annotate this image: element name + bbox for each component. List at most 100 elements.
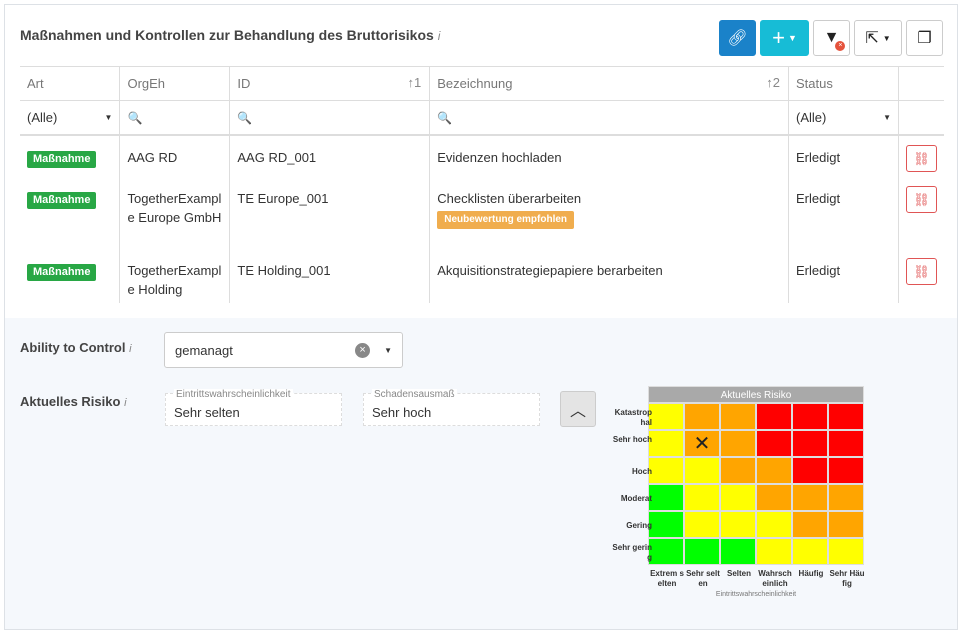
matrix-row-label: Gering	[626, 521, 652, 530]
matrix-cell	[648, 403, 684, 430]
matrix-col-label: Häufig	[798, 569, 824, 578]
id-cell: AAG RD_001	[229, 134, 431, 177]
ability-label: Ability to Control i	[20, 340, 132, 355]
type-badge: Maßnahme	[27, 191, 97, 209]
chevron-up-icon: ︿	[569, 403, 586, 420]
sort-asc-icon: ↑1	[407, 75, 422, 90]
matrix-cell	[720, 430, 756, 457]
matrix-cell	[792, 403, 828, 430]
col-header-actions	[898, 66, 944, 101]
info-icon[interactable]: i	[129, 343, 132, 355]
filter-id[interactable]: 🔍	[229, 100, 431, 136]
info-icon[interactable]: i	[124, 397, 127, 409]
search-icon: 🔍	[127, 110, 143, 125]
filter-orgeh[interactable]: 🔍	[119, 100, 231, 136]
probability-field: Eintrittswahrscheinlichkeit Sehr selten	[165, 389, 342, 426]
matrix-cell	[648, 430, 684, 457]
orgeh-cell: TogetherExample Holding	[119, 248, 231, 303]
orgeh-cell: AAG RD	[119, 134, 231, 177]
risk-label: Aktuelles Risiko i	[20, 394, 127, 409]
matrix-cell	[648, 484, 684, 511]
filter-clear-icon: ▼ ×	[824, 29, 846, 51]
matrix-cell	[828, 430, 864, 457]
ability-select[interactable]: gemanagt × ▼	[164, 332, 403, 368]
matrix-row-label: Moderat	[620, 494, 652, 503]
matrix-row-label: Katastrophal	[614, 408, 652, 427]
filter-bezeichnung[interactable]: 🔍	[429, 100, 790, 136]
caret-down-icon: ▼	[787, 33, 797, 43]
matrix-cell	[792, 457, 828, 484]
unlink-icon: ⛓︎	[913, 150, 930, 166]
measures-panel: Maßnahmen und Kontrollen zur Behandlung …	[4, 4, 958, 630]
filter-art[interactable]: (Alle) ▼	[20, 100, 121, 136]
caret-down-icon: ▼	[104, 112, 113, 122]
caret-down-icon: ▼	[883, 112, 891, 122]
col-header-bezeichnung[interactable]: Bezeichnung ↑2	[429, 66, 790, 101]
table-row[interactable]: Maßnahme AAG RD AAG RD_001 Evidenzen hoc…	[20, 134, 944, 177]
type-badge: Maßnahme	[27, 263, 97, 281]
matrix-cell	[756, 484, 792, 511]
matrix-cell	[648, 538, 684, 565]
sort-asc-icon: ↑2	[766, 75, 781, 90]
unlink-icon: ⛓︎	[913, 263, 930, 279]
col-header-id[interactable]: ID ↑1	[229, 66, 431, 101]
caret-down-icon: ▼	[384, 345, 392, 355]
matrix-cell	[684, 457, 720, 484]
bezeichnung-cell: Checklisten überarbeiten	[437, 190, 582, 206]
link-icon: 🔗︎	[727, 30, 748, 47]
add-button[interactable]: + ▼	[760, 20, 809, 56]
matrix-cell	[756, 457, 792, 484]
columns-icon: ❐	[917, 30, 932, 47]
clear-filter-button[interactable]: ▼ ×	[813, 20, 850, 56]
clear-icon[interactable]: ×	[355, 342, 371, 358]
matrix-cell	[792, 484, 828, 511]
orgeh-cell: TogetherExample Europe GmbH	[119, 176, 231, 249]
panel-title: Maßnahmen und Kontrollen zur Behandlung …	[20, 27, 441, 43]
unlink-button[interactable]: ⛓︎	[906, 144, 937, 172]
matrix-row-label: Sehr hoch	[612, 435, 652, 444]
matrix-cell	[792, 511, 828, 538]
matrix-cell	[648, 457, 684, 484]
matrix-cell	[684, 511, 720, 538]
table-row[interactable]: Maßnahme TogetherExample Europe GmbH TE …	[20, 176, 944, 249]
col-header-art[interactable]: Art	[20, 66, 121, 101]
matrix-x-axis-label: Eintrittswahrscheinlichkeit	[715, 591, 797, 598]
risk-matrix: Aktuelles Risiko ✕	[648, 386, 864, 565]
matrix-cell	[648, 511, 684, 538]
caret-down-icon: ▼	[882, 33, 891, 43]
matrix-row-label: Hoch	[632, 467, 652, 476]
matrix-cell	[828, 538, 864, 565]
matrix-cell	[720, 511, 756, 538]
unlink-icon: ⛓︎	[913, 191, 930, 207]
collapse-button[interactable]: ︿	[560, 391, 596, 427]
matrix-col-label: Sehr selten	[686, 569, 720, 588]
unlink-button[interactable]: ⛓︎	[906, 257, 937, 285]
plus-icon: +	[772, 25, 785, 50]
matrix-cell	[828, 403, 864, 430]
matrix-cell-marker: ✕	[684, 430, 720, 457]
col-header-orgeh[interactable]: OrgEh	[119, 66, 231, 101]
matrix-col-label: Selten	[726, 569, 751, 578]
matrix-cell	[828, 484, 864, 511]
matrix-cell	[828, 511, 864, 538]
unlink-button[interactable]: ⛓︎	[906, 185, 937, 213]
search-icon: 🔍	[237, 110, 253, 125]
matrix-row-label: Sehr gering	[612, 543, 652, 562]
matrix-cell	[756, 538, 792, 565]
table-row[interactable]: Maßnahme TogetherExample Holding TE Hold…	[20, 248, 944, 303]
matrix-cell	[828, 457, 864, 484]
search-icon: 🔍	[437, 110, 453, 125]
column-chooser-button[interactable]: ❐	[906, 20, 943, 56]
export-button[interactable]: ⇱ ▼	[854, 20, 902, 56]
link-button[interactable]: 🔗︎	[719, 20, 756, 56]
bezeichnung-cell: Akquisitionstrategiepapiere berarbeiten	[429, 248, 790, 303]
info-icon[interactable]: i	[437, 29, 441, 43]
bezeichnung-cell: Evidenzen hochladen	[429, 134, 790, 177]
matrix-cell	[720, 403, 756, 430]
status-cell: Erledigt	[788, 176, 899, 249]
col-header-status[interactable]: Status	[788, 66, 899, 101]
matrix-cell	[792, 430, 828, 457]
filter-status[interactable]: (Alle) ▼	[788, 100, 899, 136]
matrix-cell	[756, 511, 792, 538]
matrix-cell	[720, 538, 756, 565]
